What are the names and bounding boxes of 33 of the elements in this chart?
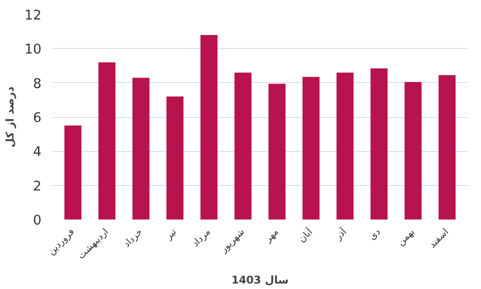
bar — [64, 126, 82, 220]
bar — [336, 72, 354, 220]
bar — [234, 72, 252, 220]
bar — [98, 62, 116, 220]
bar — [370, 68, 388, 220]
x-tick-label: آبان — [296, 226, 316, 245]
x-tick-label: بهمن — [395, 226, 417, 248]
y-tick-label: 0 — [33, 214, 42, 228]
bar — [438, 75, 456, 220]
x-tick-label: مرداد — [190, 226, 213, 250]
y-tick-label: 6 — [33, 111, 42, 126]
bar — [404, 82, 422, 220]
bar — [132, 78, 150, 220]
bar — [268, 84, 286, 220]
x-tick-label: اردیبهشت — [76, 226, 111, 262]
x-tick-label: شهریور — [218, 226, 248, 256]
y-tick-label: 4 — [33, 145, 42, 160]
y-tick-label: 10 — [24, 42, 42, 58]
x-tick-label: دی — [367, 226, 383, 242]
bar — [302, 76, 320, 220]
y-tick-label: 2 — [33, 179, 42, 194]
x-tick-label: تیر — [162, 226, 180, 243]
y-tick-label: 8 — [33, 76, 42, 92]
x-tick-label: خرداد — [122, 226, 145, 250]
y-axis-title: درصد از کل — [4, 86, 17, 148]
bar — [200, 35, 218, 220]
bar — [166, 96, 184, 220]
x-tick-label: آذر — [332, 226, 350, 244]
x-axis-title: سال 1403 — [231, 273, 289, 286]
x-tick-label: اسفند — [427, 226, 451, 251]
y-tick-label: 12 — [24, 8, 42, 24]
x-tick-label: مهر — [262, 226, 281, 246]
x-tick-label: فروردین — [46, 226, 77, 258]
